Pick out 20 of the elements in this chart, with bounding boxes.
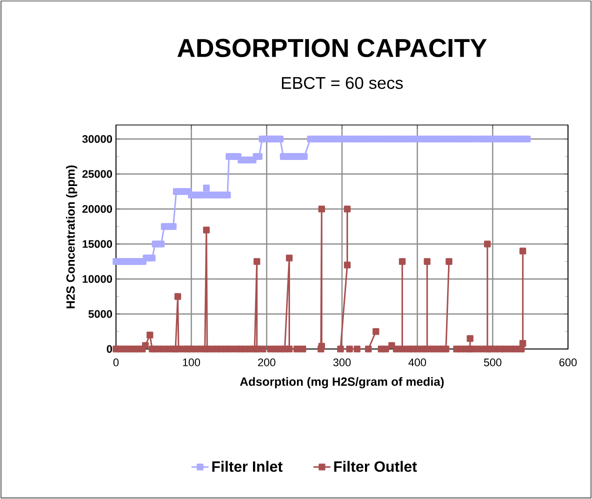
x-tick-label: 300 xyxy=(333,358,351,366)
chart-subtitle: EBCT = 60 secs xyxy=(282,76,403,89)
x-tick-label: 100 xyxy=(183,358,200,366)
legend-label: Filter Inlet xyxy=(212,460,283,472)
x-tick-label: 200 xyxy=(258,358,276,366)
y-axis-title: H2S Concentration (ppm) xyxy=(66,166,78,308)
x-tick-label: 400 xyxy=(408,358,426,366)
y-tick-label: 30000 xyxy=(82,135,112,143)
y-tick-label: 5000 xyxy=(88,310,112,318)
legend-label: Filter Outlet xyxy=(334,460,417,472)
y-tick-label: 10000 xyxy=(82,275,112,283)
y-tick-label: 0 xyxy=(106,345,112,353)
y-tick-label: 20000 xyxy=(82,205,112,213)
y-tick-label: 15000 xyxy=(82,240,112,248)
x-axis-title: Adsorption (mg H2S/gram of media) xyxy=(240,377,444,388)
chart-title: ADSORPTION CAPACITY xyxy=(177,38,487,58)
y-tick-label: 25000 xyxy=(82,170,112,178)
x-tick-label: 600 xyxy=(559,358,577,366)
x-tick-label: 0 xyxy=(113,358,119,366)
x-tick-label: 500 xyxy=(484,358,502,366)
